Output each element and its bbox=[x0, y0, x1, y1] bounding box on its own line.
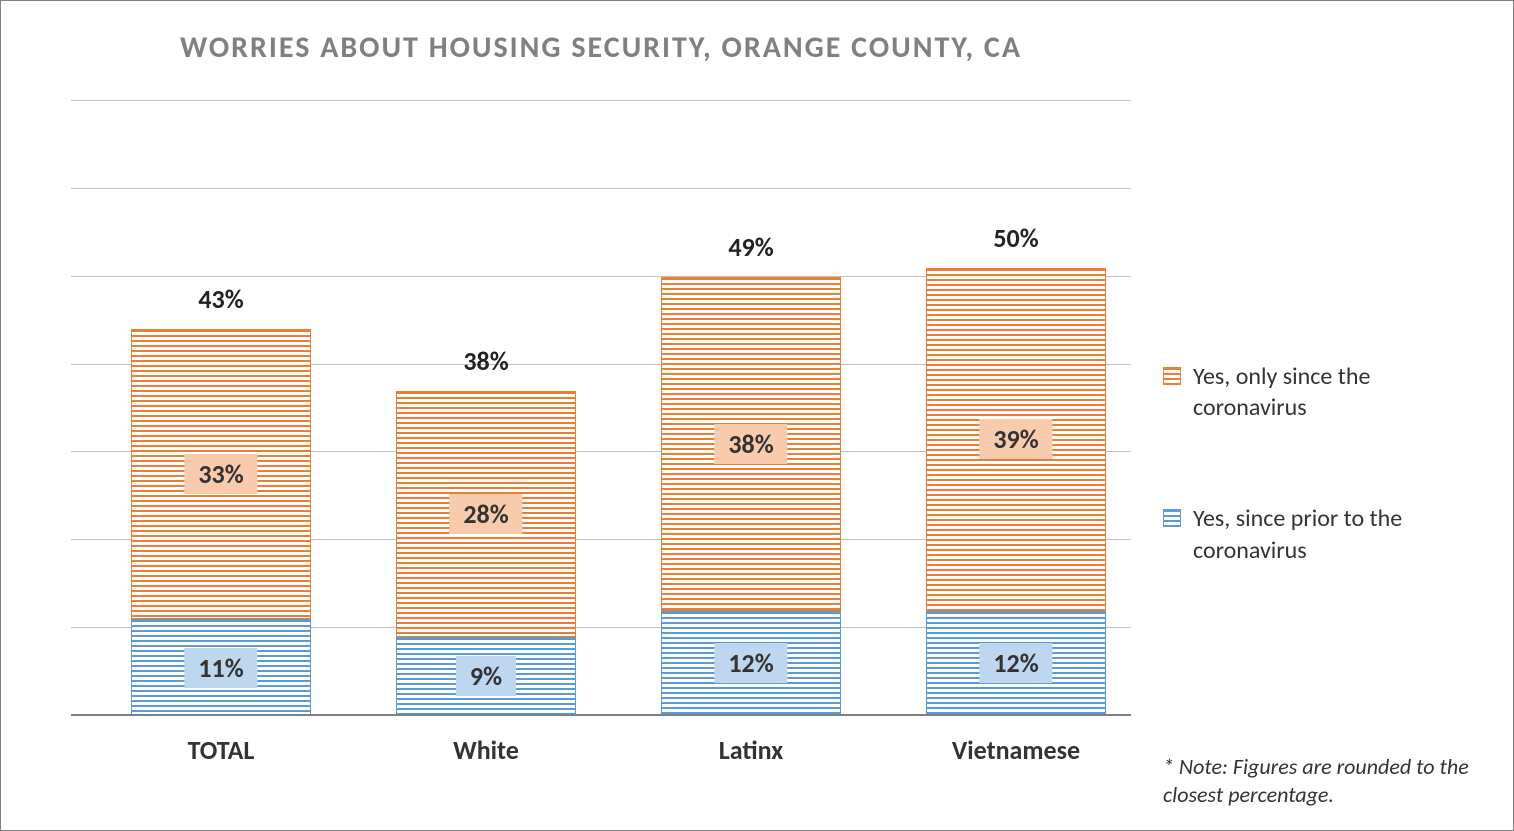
footnote: * Note: Figures are rounded to the close… bbox=[1163, 753, 1483, 810]
bar-label-since: 39% bbox=[979, 419, 1052, 459]
category-label: Latinx bbox=[631, 734, 871, 766]
legend-item-prior: Yes, since prior to the coronavirus bbox=[1163, 503, 1483, 565]
category-label: White bbox=[366, 734, 606, 766]
bar-label-prior: 12% bbox=[979, 643, 1052, 683]
category-label: Vietnamese bbox=[896, 734, 1136, 766]
bar-segment-since: 28% bbox=[396, 391, 576, 637]
bar-segment-prior: 12% bbox=[926, 611, 1106, 716]
bar-label-since: 38% bbox=[714, 424, 787, 464]
plot-area: 11% 33% 43% 9% 28% 38% 12% 38% 49% 12% 39% 50% bbox=[71, 101, 1131, 716]
legend-swatch-blue bbox=[1163, 509, 1181, 527]
gridline bbox=[71, 100, 1131, 101]
bar-label-prior: 9% bbox=[456, 656, 516, 696]
bar-segment-since: 39% bbox=[926, 268, 1106, 611]
bar-segment-since: 33% bbox=[131, 329, 311, 619]
bar-label-since: 33% bbox=[184, 454, 257, 494]
bar-segment-prior: 9% bbox=[396, 637, 576, 716]
bar-label-since: 28% bbox=[449, 494, 522, 534]
bar-segment-since: 38% bbox=[661, 277, 841, 611]
legend-item-since: Yes, only since the coronavirus bbox=[1163, 361, 1483, 423]
bar-total-label: 50% bbox=[993, 222, 1038, 254]
x-axis-baseline bbox=[71, 714, 1131, 716]
bar-segment-prior: 11% bbox=[131, 619, 311, 716]
legend-text-since: Yes, only since the coronavirus bbox=[1193, 361, 1483, 423]
legend-swatch-orange bbox=[1163, 367, 1181, 385]
category-label: TOTAL bbox=[101, 734, 341, 766]
legend: Yes, only since the coronavirus Yes, sin… bbox=[1163, 361, 1483, 646]
bar-label-prior: 11% bbox=[184, 648, 257, 688]
bar-total-label: 43% bbox=[198, 283, 243, 315]
bar-label-prior: 12% bbox=[714, 643, 787, 683]
bar-total-label: 49% bbox=[728, 231, 773, 263]
chart-title: WORRIES ABOUT HOUSING SECURITY, ORANGE C… bbox=[1, 29, 1201, 66]
bar-total-label: 38% bbox=[463, 345, 508, 377]
bar-segment-prior: 12% bbox=[661, 611, 841, 716]
chart-container: WORRIES ABOUT HOUSING SECURITY, ORANGE C… bbox=[0, 0, 1514, 831]
legend-text-prior: Yes, since prior to the coronavirus bbox=[1193, 503, 1483, 565]
gridline bbox=[71, 188, 1131, 189]
